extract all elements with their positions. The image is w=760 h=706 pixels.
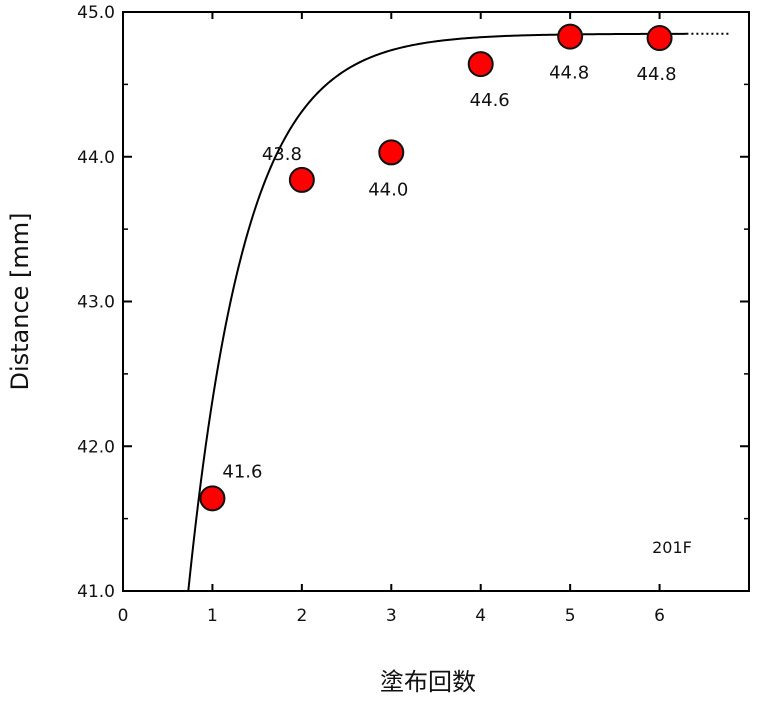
x-axis-title: 塗布回数 bbox=[380, 668, 476, 696]
curve-layer bbox=[187, 32, 732, 592]
y-tick-label: 41.0 bbox=[77, 582, 115, 602]
annotation-label: 201F bbox=[652, 538, 692, 557]
data-label: 44.6 bbox=[470, 90, 510, 111]
x-tick-label: 5 bbox=[565, 606, 576, 626]
data-label: 41.6 bbox=[222, 461, 262, 482]
data-label: 44.8 bbox=[637, 64, 677, 85]
y-tick-label: 43.0 bbox=[77, 293, 115, 313]
axes-layer: 0 1 2 3 4 5 6 41.0 42.0 43.0 44.0 45.0 bbox=[77, 3, 750, 626]
x-tick-label: 6 bbox=[654, 606, 665, 626]
x-tick-label: 1 bbox=[207, 606, 218, 626]
y-tick-label: 42.0 bbox=[77, 437, 115, 457]
data-label: 43.8 bbox=[262, 144, 302, 165]
data-label: 44.0 bbox=[368, 179, 408, 200]
x-tick-label: 2 bbox=[296, 606, 307, 626]
data-point bbox=[646, 25, 673, 52]
points-layer bbox=[199, 23, 673, 512]
y-tick-label: 45.0 bbox=[77, 3, 115, 23]
data-point bbox=[378, 139, 405, 166]
data-label: 44.8 bbox=[549, 63, 589, 84]
data-point bbox=[467, 51, 494, 78]
labels-layer: 41.6 43.8 44.0 44.6 44.8 44.8 bbox=[222, 63, 676, 483]
data-point bbox=[288, 166, 315, 193]
data-point bbox=[199, 485, 226, 512]
y-axis-title: Distance [mm] bbox=[6, 212, 34, 390]
x-tick-label: 4 bbox=[475, 606, 486, 626]
fit-curve bbox=[187, 32, 687, 592]
data-point bbox=[557, 23, 584, 50]
x-tick-label: 0 bbox=[118, 606, 129, 626]
y-tick-label: 44.0 bbox=[77, 148, 115, 168]
x-tick-label: 3 bbox=[386, 606, 397, 626]
